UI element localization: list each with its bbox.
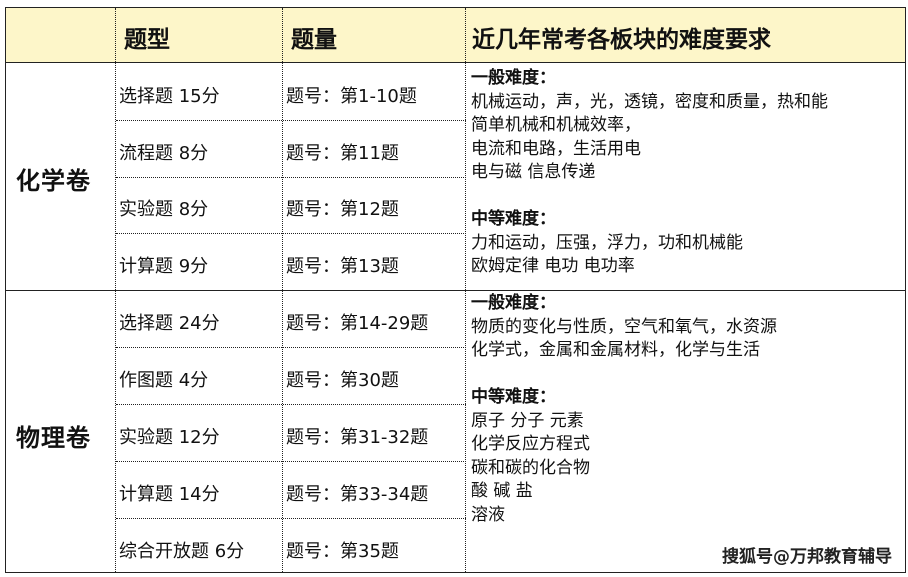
watermark: 搜狐号@万邦教育辅导: [722, 547, 892, 567]
difficulty-item: 溶液: [471, 504, 505, 525]
header-difficulty: 近几年常考各板块的难度要求: [472, 27, 771, 53]
table-header: 题型 题量 近几年常考各板块的难度要求: [6, 8, 905, 63]
row-divider: [116, 404, 466, 405]
question-type: 流程题 8分: [119, 143, 209, 164]
row-divider: [116, 177, 466, 178]
question-type: 计算题 9分: [119, 256, 209, 277]
chemistry-difficulty: 一般难度： 机械运动，声，光，透镜，密度和质量，热和能 简单机械和机械效率， 电…: [471, 67, 828, 279]
header-question-count: 题量: [291, 27, 337, 53]
row-divider: [116, 233, 466, 234]
general-difficulty-label: 一般难度：: [471, 68, 556, 88]
difficulty-item: 碳和碳的化合物: [471, 457, 590, 478]
difficulty-item: 电流和电路，生活用电: [471, 138, 641, 159]
question-type: 实验题 12分: [119, 427, 220, 448]
question-type: 综合开放题 6分: [119, 541, 245, 562]
medium-difficulty-label: 中等难度：: [471, 209, 556, 229]
section-label-physics: 物理卷: [16, 424, 91, 452]
row-divider: [116, 347, 466, 348]
row-divider: [116, 120, 466, 121]
question-count: 题号：第12题: [286, 199, 399, 220]
general-difficulty-label: 一般难度：: [471, 293, 556, 313]
question-type: 选择题 24分: [119, 313, 220, 334]
question-count: 题号：第11题: [286, 143, 399, 164]
question-count: 题号：第31-32题: [286, 427, 429, 448]
question-count: 题号：第1-10题: [286, 86, 417, 107]
difficulty-item: 力和运动，压强，浮力，功和机械能: [471, 232, 743, 253]
difficulty-item: 酸 碱 盐: [471, 481, 533, 501]
question-type: 计算题 14分: [119, 484, 220, 505]
question-count: 题号：第13题: [286, 256, 399, 277]
question-type: 实验题 8分: [119, 199, 209, 220]
difficulty-item: 简单机械和机械效率，: [471, 115, 641, 135]
difficulty-item: 原子 分子 元素: [471, 410, 584, 431]
exam-table: 题型 题量 近几年常考各板块的难度要求 化学卷 物理卷 选择题 15分 题号：第…: [5, 7, 906, 573]
difficulty-item: 电与磁 信息传递: [471, 162, 596, 182]
difficulty-item: 欧姆定律 电功 电功率: [471, 256, 635, 276]
section-divider: [6, 290, 905, 291]
row-divider: [116, 461, 466, 462]
difficulty-item: 机械运动，声，光，透镜，密度和质量，热和能: [471, 91, 828, 112]
medium-difficulty-label: 中等难度：: [471, 387, 556, 407]
question-count: 题号：第14-29题: [286, 313, 429, 334]
question-count: 题号：第33-34题: [286, 484, 429, 505]
header-question-type: 题型: [124, 27, 170, 53]
difficulty-item: 化学式，金属和金属材料，化学与生活: [471, 340, 760, 360]
difficulty-item: 化学反应方程式: [471, 434, 590, 454]
physics-difficulty: 一般难度： 物质的变化与性质，空气和氧气，水资源 化学式，金属和金属材料，化学与…: [471, 292, 777, 527]
row-divider: [116, 518, 466, 519]
question-count: 题号：第35题: [286, 541, 399, 562]
difficulty-item: 物质的变化与性质，空气和氧气，水资源: [471, 316, 777, 337]
section-label-chemistry: 化学卷: [16, 167, 91, 195]
question-type: 选择题 15分: [119, 86, 220, 107]
question-type: 作图题 4分: [119, 370, 209, 391]
question-count: 题号：第30题: [286, 370, 399, 391]
